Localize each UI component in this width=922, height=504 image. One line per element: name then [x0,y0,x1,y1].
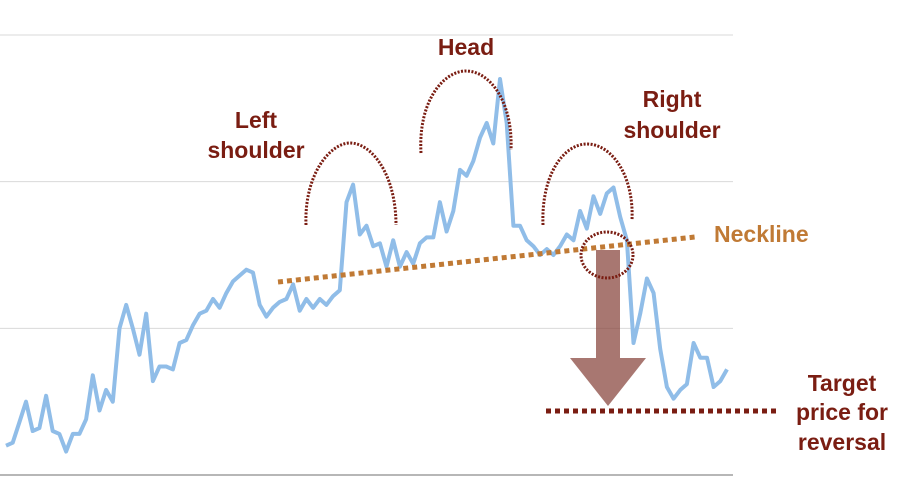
head-arc [419,69,513,154]
right-shoulder-arc [541,142,634,226]
head-label: Head [438,34,494,60]
neckline [277,234,696,285]
target-label-line3: reversal [798,429,886,455]
target-label-line2: price for [796,399,888,425]
target-label-line1: Target [808,370,877,396]
price-series [5,77,729,454]
price-line [5,77,729,454]
left-shoulder-label-line2: shoulder [207,137,304,163]
left-shoulder-arc [304,141,398,226]
neckline-label: Neckline [714,221,809,247]
right-shoulder-label-line1: Right [643,86,702,112]
gridlines [0,34,733,476]
right-shoulder-label-line2: shoulder [623,117,720,143]
left-shoulder-label-line1: Left [235,107,278,133]
breakout-circle [579,230,635,280]
breakdown-arrow [570,250,646,406]
